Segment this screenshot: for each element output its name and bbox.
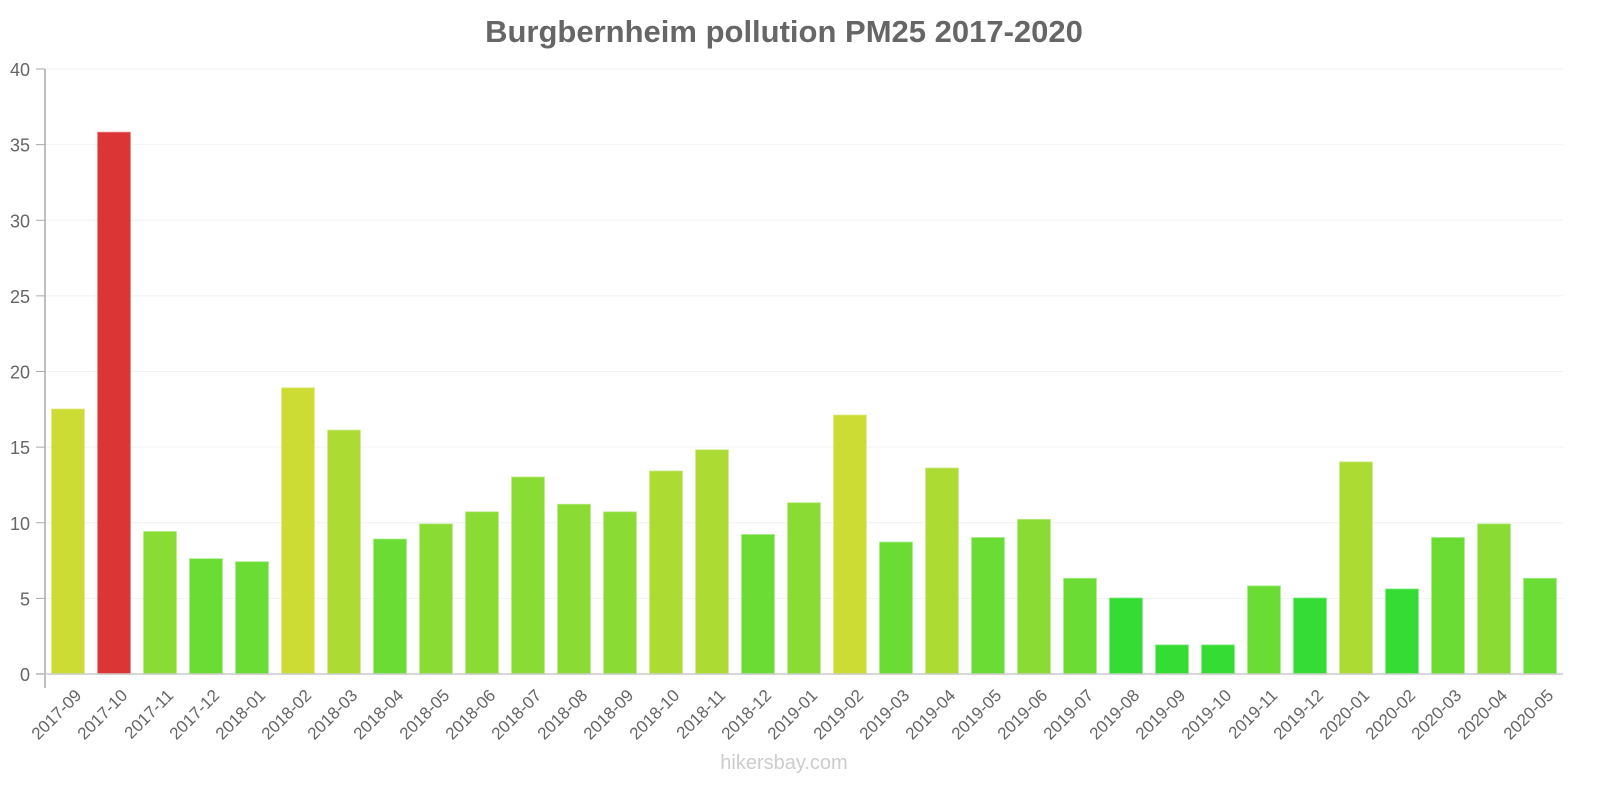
bar-2020-04 — [1477, 523, 1511, 675]
x-tick-label: 2018-01 — [212, 686, 270, 744]
bars — [51, 131, 1557, 675]
axes — [36, 69, 1563, 688]
x-tick-label: 2018-04 — [350, 686, 408, 744]
x-tick-label: 2020-01 — [1316, 686, 1374, 744]
x-tick-label: 2020-03 — [1408, 686, 1466, 744]
bar-2018-02 — [281, 387, 315, 675]
y-tick-label: 35 — [10, 136, 30, 156]
bar-2018-10 — [649, 470, 683, 675]
bar-2019-08 — [1109, 597, 1143, 675]
y-tick-label: 0 — [20, 665, 30, 685]
x-tick-label: 2019-12 — [1270, 686, 1328, 744]
bar-2019-05 — [971, 537, 1005, 675]
bar-2017-09 — [51, 408, 85, 675]
x-tick-label: 2020-02 — [1362, 686, 1420, 744]
bar-2017-11 — [143, 531, 177, 675]
y-tick-label: 15 — [10, 438, 30, 458]
x-tick-label: 2019-02 — [810, 686, 868, 744]
x-tick-label: 2019-09 — [1132, 686, 1190, 744]
x-tick-label: 2017-12 — [166, 686, 224, 744]
bar-2020-03 — [1431, 537, 1465, 675]
y-tick-label: 25 — [10, 287, 30, 307]
bar-2019-09 — [1155, 644, 1189, 675]
x-tick-label: 2018-08 — [534, 686, 592, 744]
y-tick-label: 5 — [20, 589, 30, 609]
x-tick-label: 2018-12 — [718, 686, 776, 744]
x-tick-label: 2019-07 — [1040, 686, 1098, 744]
x-tick-label: 2017-09 — [28, 686, 86, 744]
x-tick-label: 2018-06 — [442, 686, 500, 744]
x-tick-label: 2019-08 — [1086, 686, 1144, 744]
y-tick-label: 30 — [10, 211, 30, 231]
bar-2019-01 — [787, 502, 821, 675]
bar-2020-05 — [1523, 577, 1557, 675]
bar-2017-12 — [189, 558, 223, 675]
bar-2018-05 — [419, 523, 453, 675]
bar-2020-02 — [1385, 588, 1419, 675]
bar-2018-11 — [695, 449, 729, 675]
x-tick-label: 2018-10 — [626, 686, 684, 744]
x-tick-label: 2019-10 — [1178, 686, 1236, 744]
x-tick-label: 2018-02 — [258, 686, 316, 744]
x-tick-label: 2019-04 — [902, 686, 960, 744]
x-tick-label: 2020-05 — [1500, 686, 1558, 744]
bar-2018-08 — [557, 503, 591, 675]
x-axis-ticks: 2017-092017-102017-112017-122018-012018-… — [28, 686, 1558, 744]
bar-2019-07 — [1063, 577, 1097, 675]
bar-2019-03 — [879, 541, 913, 675]
x-tick-label: 2018-05 — [396, 686, 454, 744]
watermark: hikersbay.com — [720, 752, 848, 774]
y-tick-label: 20 — [10, 363, 30, 383]
bar-2019-11 — [1247, 585, 1281, 675]
x-tick-label: 2017-10 — [74, 686, 132, 744]
x-tick-label: 2018-09 — [580, 686, 638, 744]
x-tick-label: 2018-07 — [488, 686, 546, 744]
bar-2018-12 — [741, 534, 775, 675]
bar-2018-03 — [327, 429, 361, 675]
y-tick-label: 10 — [10, 514, 30, 534]
bar-2020-01 — [1339, 461, 1373, 675]
y-axis-ticks: 0 5 10 15 20 25 30 35 40 — [10, 60, 45, 685]
bar-2019-12 — [1293, 597, 1327, 675]
y-tick-label: 40 — [10, 60, 30, 80]
x-tick-label: 2020-04 — [1454, 686, 1512, 744]
chart-title: Burgbernheim pollution PM25 2017-2020 — [485, 14, 1083, 49]
bar-2019-02 — [833, 414, 867, 675]
x-tick-label: 2019-01 — [764, 686, 822, 744]
bar-2018-04 — [373, 538, 407, 675]
bar-2017-10 — [97, 131, 131, 675]
bar-2018-06 — [465, 511, 499, 675]
x-tick-label: 2018-03 — [304, 686, 362, 744]
bar-2018-01 — [235, 561, 269, 675]
x-tick-label: 2019-05 — [948, 686, 1006, 744]
bar-2019-10 — [1201, 644, 1235, 675]
x-tick-label: 2019-03 — [856, 686, 914, 744]
bar-2019-04 — [925, 467, 959, 675]
bar-2019-06 — [1017, 518, 1051, 675]
bar-2018-07 — [511, 476, 545, 675]
x-tick-label: 2019-06 — [994, 686, 1052, 744]
bar-2018-09 — [603, 511, 637, 675]
